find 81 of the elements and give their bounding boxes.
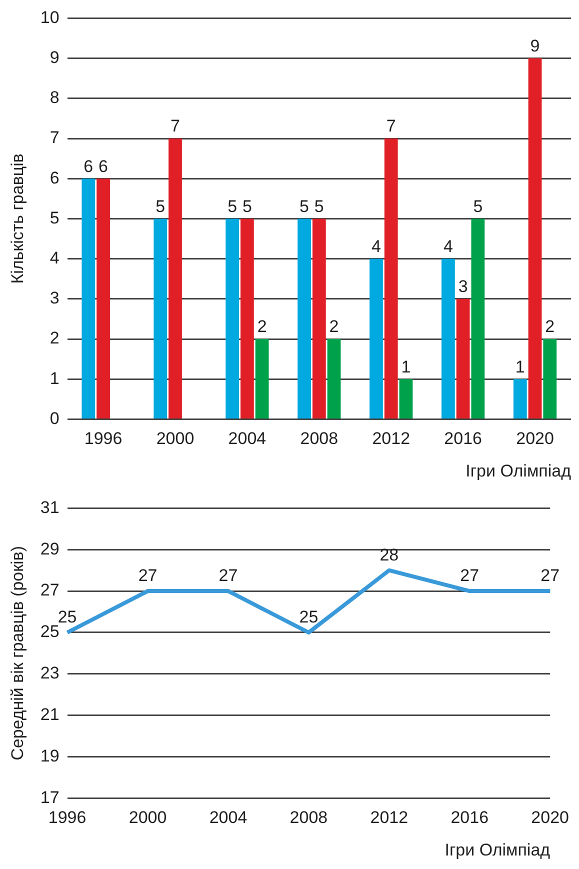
x-tick-label: 2012 xyxy=(370,808,408,828)
bar xyxy=(255,339,269,418)
bar xyxy=(82,178,96,418)
x-tick-label: 2008 xyxy=(290,808,328,828)
x-tick-label: 2000 xyxy=(156,429,194,448)
data-label: 27 xyxy=(138,566,158,586)
data-label: 4 xyxy=(443,236,453,256)
data-label: 5 xyxy=(300,196,310,216)
data-label: 5 xyxy=(314,196,324,216)
bar xyxy=(327,339,341,418)
y-tick-label: 0 xyxy=(50,408,60,428)
x-tick-label: 2004 xyxy=(228,429,266,448)
y-tick-label: 2 xyxy=(50,328,60,348)
data-label: 5 xyxy=(242,196,252,216)
y-axis-title: Середній вік гравців (років) xyxy=(8,546,27,760)
y-tick-label: 7 xyxy=(50,128,60,148)
data-label: 2 xyxy=(329,317,339,336)
bar xyxy=(543,339,557,418)
y-tick-label: 19 xyxy=(40,746,60,766)
data-label: 9 xyxy=(530,36,540,56)
data-label: 27 xyxy=(460,566,480,586)
bar xyxy=(370,258,383,418)
data-label: 1 xyxy=(401,357,411,376)
x-tick-label: 2012 xyxy=(372,429,410,448)
y-tick-label: 27 xyxy=(40,580,60,600)
data-label: 7 xyxy=(170,116,180,136)
data-label: 6 xyxy=(84,156,94,176)
bar xyxy=(226,218,240,418)
bar xyxy=(168,138,182,418)
bar xyxy=(96,178,110,418)
data-label: 5 xyxy=(228,196,238,216)
y-tick-label: 31 xyxy=(40,498,60,517)
bar xyxy=(312,218,326,418)
data-label: 25 xyxy=(299,608,318,627)
x-tick-label: 2020 xyxy=(516,429,554,448)
x-tick-label: 2000 xyxy=(128,808,167,828)
y-axis-title: Кількість гравців xyxy=(8,154,27,284)
x-tick-label: 2020 xyxy=(531,808,570,828)
x-tick-label: 1996 xyxy=(48,808,86,828)
y-tick-label: 3 xyxy=(50,288,60,308)
y-tick-label: 29 xyxy=(40,539,60,558)
x-tick-label: 1996 xyxy=(84,429,122,448)
bar xyxy=(442,258,455,418)
data-label: 2 xyxy=(545,317,555,336)
y-tick-label: 17 xyxy=(40,788,60,807)
x-axis-title: Ігри Олімпіад xyxy=(444,840,550,860)
bar xyxy=(528,58,542,418)
y-tick-label: 4 xyxy=(50,248,60,268)
data-label: 27 xyxy=(540,566,560,586)
x-axis-title: Ігри Олімпіад xyxy=(466,461,572,480)
y-tick-label: 1 xyxy=(50,368,60,388)
data-label: 4 xyxy=(372,236,381,256)
bar xyxy=(298,218,311,418)
y-tick-label: 25 xyxy=(40,622,60,642)
bar xyxy=(154,218,168,418)
bar xyxy=(384,138,398,418)
bar xyxy=(456,298,470,418)
data-label: 5 xyxy=(473,196,483,216)
data-label: 2 xyxy=(257,317,267,336)
y-tick-label: 21 xyxy=(40,705,60,724)
y-tick-label: 8 xyxy=(50,88,60,108)
bar xyxy=(471,218,485,418)
data-label: 1 xyxy=(515,357,525,376)
data-label: 27 xyxy=(218,566,238,586)
bar xyxy=(399,379,413,418)
x-tick-label: 2008 xyxy=(300,429,338,448)
bar xyxy=(513,379,527,418)
x-tick-label: 2016 xyxy=(450,808,489,828)
x-tick-label: 2016 xyxy=(444,429,482,448)
data-label: 6 xyxy=(98,156,108,176)
y-tick-label: 23 xyxy=(40,664,60,683)
data-label: 5 xyxy=(156,196,166,216)
y-tick-label: 9 xyxy=(50,48,60,67)
bar xyxy=(240,218,254,418)
data-label: 7 xyxy=(386,116,396,136)
data-label: 3 xyxy=(458,277,468,296)
x-tick-label: 2004 xyxy=(209,808,248,828)
data-label: 28 xyxy=(380,546,399,565)
y-tick-label: 5 xyxy=(50,208,60,228)
y-tick-label: 6 xyxy=(50,168,60,188)
y-tick-label: 10 xyxy=(40,8,60,27)
